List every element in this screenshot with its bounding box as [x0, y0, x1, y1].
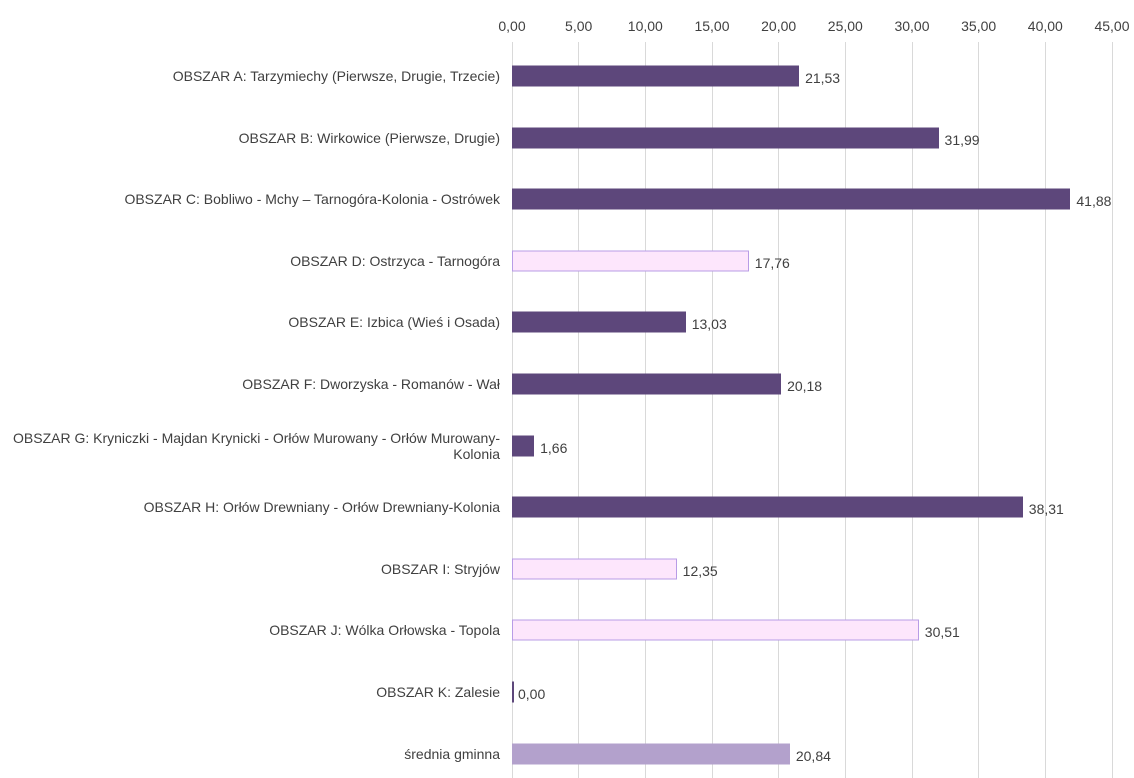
category-label: OBSZAR E: Izbica (Wieś i Osada) [288, 314, 500, 331]
grid-line [644, 42, 646, 778]
x-tick-label: 35,00 [961, 18, 997, 34]
bar [512, 188, 1071, 210]
bar [512, 558, 677, 580]
x-tick-label: 40,00 [1027, 18, 1063, 34]
x-tick-label: 30,00 [894, 18, 930, 34]
category-label: OBSZAR D: Ostrzyca - Tarnogóra [290, 252, 500, 269]
x-tick-label: 25,00 [827, 18, 863, 34]
grid-line [978, 42, 980, 778]
bar [512, 65, 800, 87]
x-tick-label: 10,00 [627, 18, 663, 34]
category-label: OBSZAR A: Tarzymiechy (Pierwsze, Drugie,… [172, 68, 500, 84]
value-label: 1,66 [540, 439, 568, 456]
value-label: 31,99 [944, 131, 980, 148]
value-label: 20,84 [795, 747, 831, 764]
bar [512, 373, 782, 395]
value-label: 20,18 [787, 378, 823, 394]
bar [512, 127, 939, 149]
category-label: OBSZAR B: Wirkowice (Pierwsze, Drugie) [238, 129, 500, 146]
value-label: 38,31 [1028, 501, 1064, 518]
value-label: 12,35 [682, 562, 718, 579]
grid-line [711, 42, 713, 778]
x-tick-label: 45,00 [1094, 18, 1130, 34]
grid-line [844, 42, 846, 778]
category-label: OBSZAR C: Bobliwo - Mchy – Tarnogóra-Kol… [124, 191, 500, 208]
value-label: 13,03 [691, 316, 727, 333]
grid-line [1044, 42, 1046, 778]
bar [512, 619, 919, 641]
grid-line [511, 42, 513, 778]
bar [512, 681, 514, 703]
bar [512, 311, 686, 333]
category-label: OBSZAR K: Zalesie [376, 684, 500, 700]
category-label: OBSZAR G: Kryniczki - Majdan Krynicki - … [13, 429, 500, 462]
value-label: 21,53 [805, 70, 841, 86]
category-label: OBSZAR J: Wólka Orłowska - Topola [269, 622, 500, 639]
grid-line [911, 42, 913, 778]
category-label: średnia gminna [404, 745, 500, 762]
category-label: OBSZAR F: Dworzyska - Romanów - Wał [242, 376, 500, 392]
grid-line [578, 42, 580, 778]
x-tick-label: 5,00 [565, 18, 593, 34]
bar [512, 743, 790, 765]
bar [512, 250, 749, 272]
x-tick-label: 20,00 [761, 18, 797, 34]
bar [512, 435, 535, 457]
value-label: 41,88 [1076, 193, 1112, 210]
x-tick-label: 0,00 [498, 18, 526, 34]
value-label: 30,51 [924, 624, 960, 641]
grid-line [778, 42, 780, 778]
x-tick-label: 15,00 [694, 18, 730, 34]
value-label: 17,76 [754, 254, 790, 271]
category-label: OBSZAR H: Orłów Drewniany - Orłów Drewni… [143, 499, 500, 516]
grid-line [1111, 42, 1113, 778]
category-label: OBSZAR I: Stryjów [380, 560, 500, 577]
bar [512, 496, 1023, 518]
value-label: 0,00 [518, 686, 546, 702]
